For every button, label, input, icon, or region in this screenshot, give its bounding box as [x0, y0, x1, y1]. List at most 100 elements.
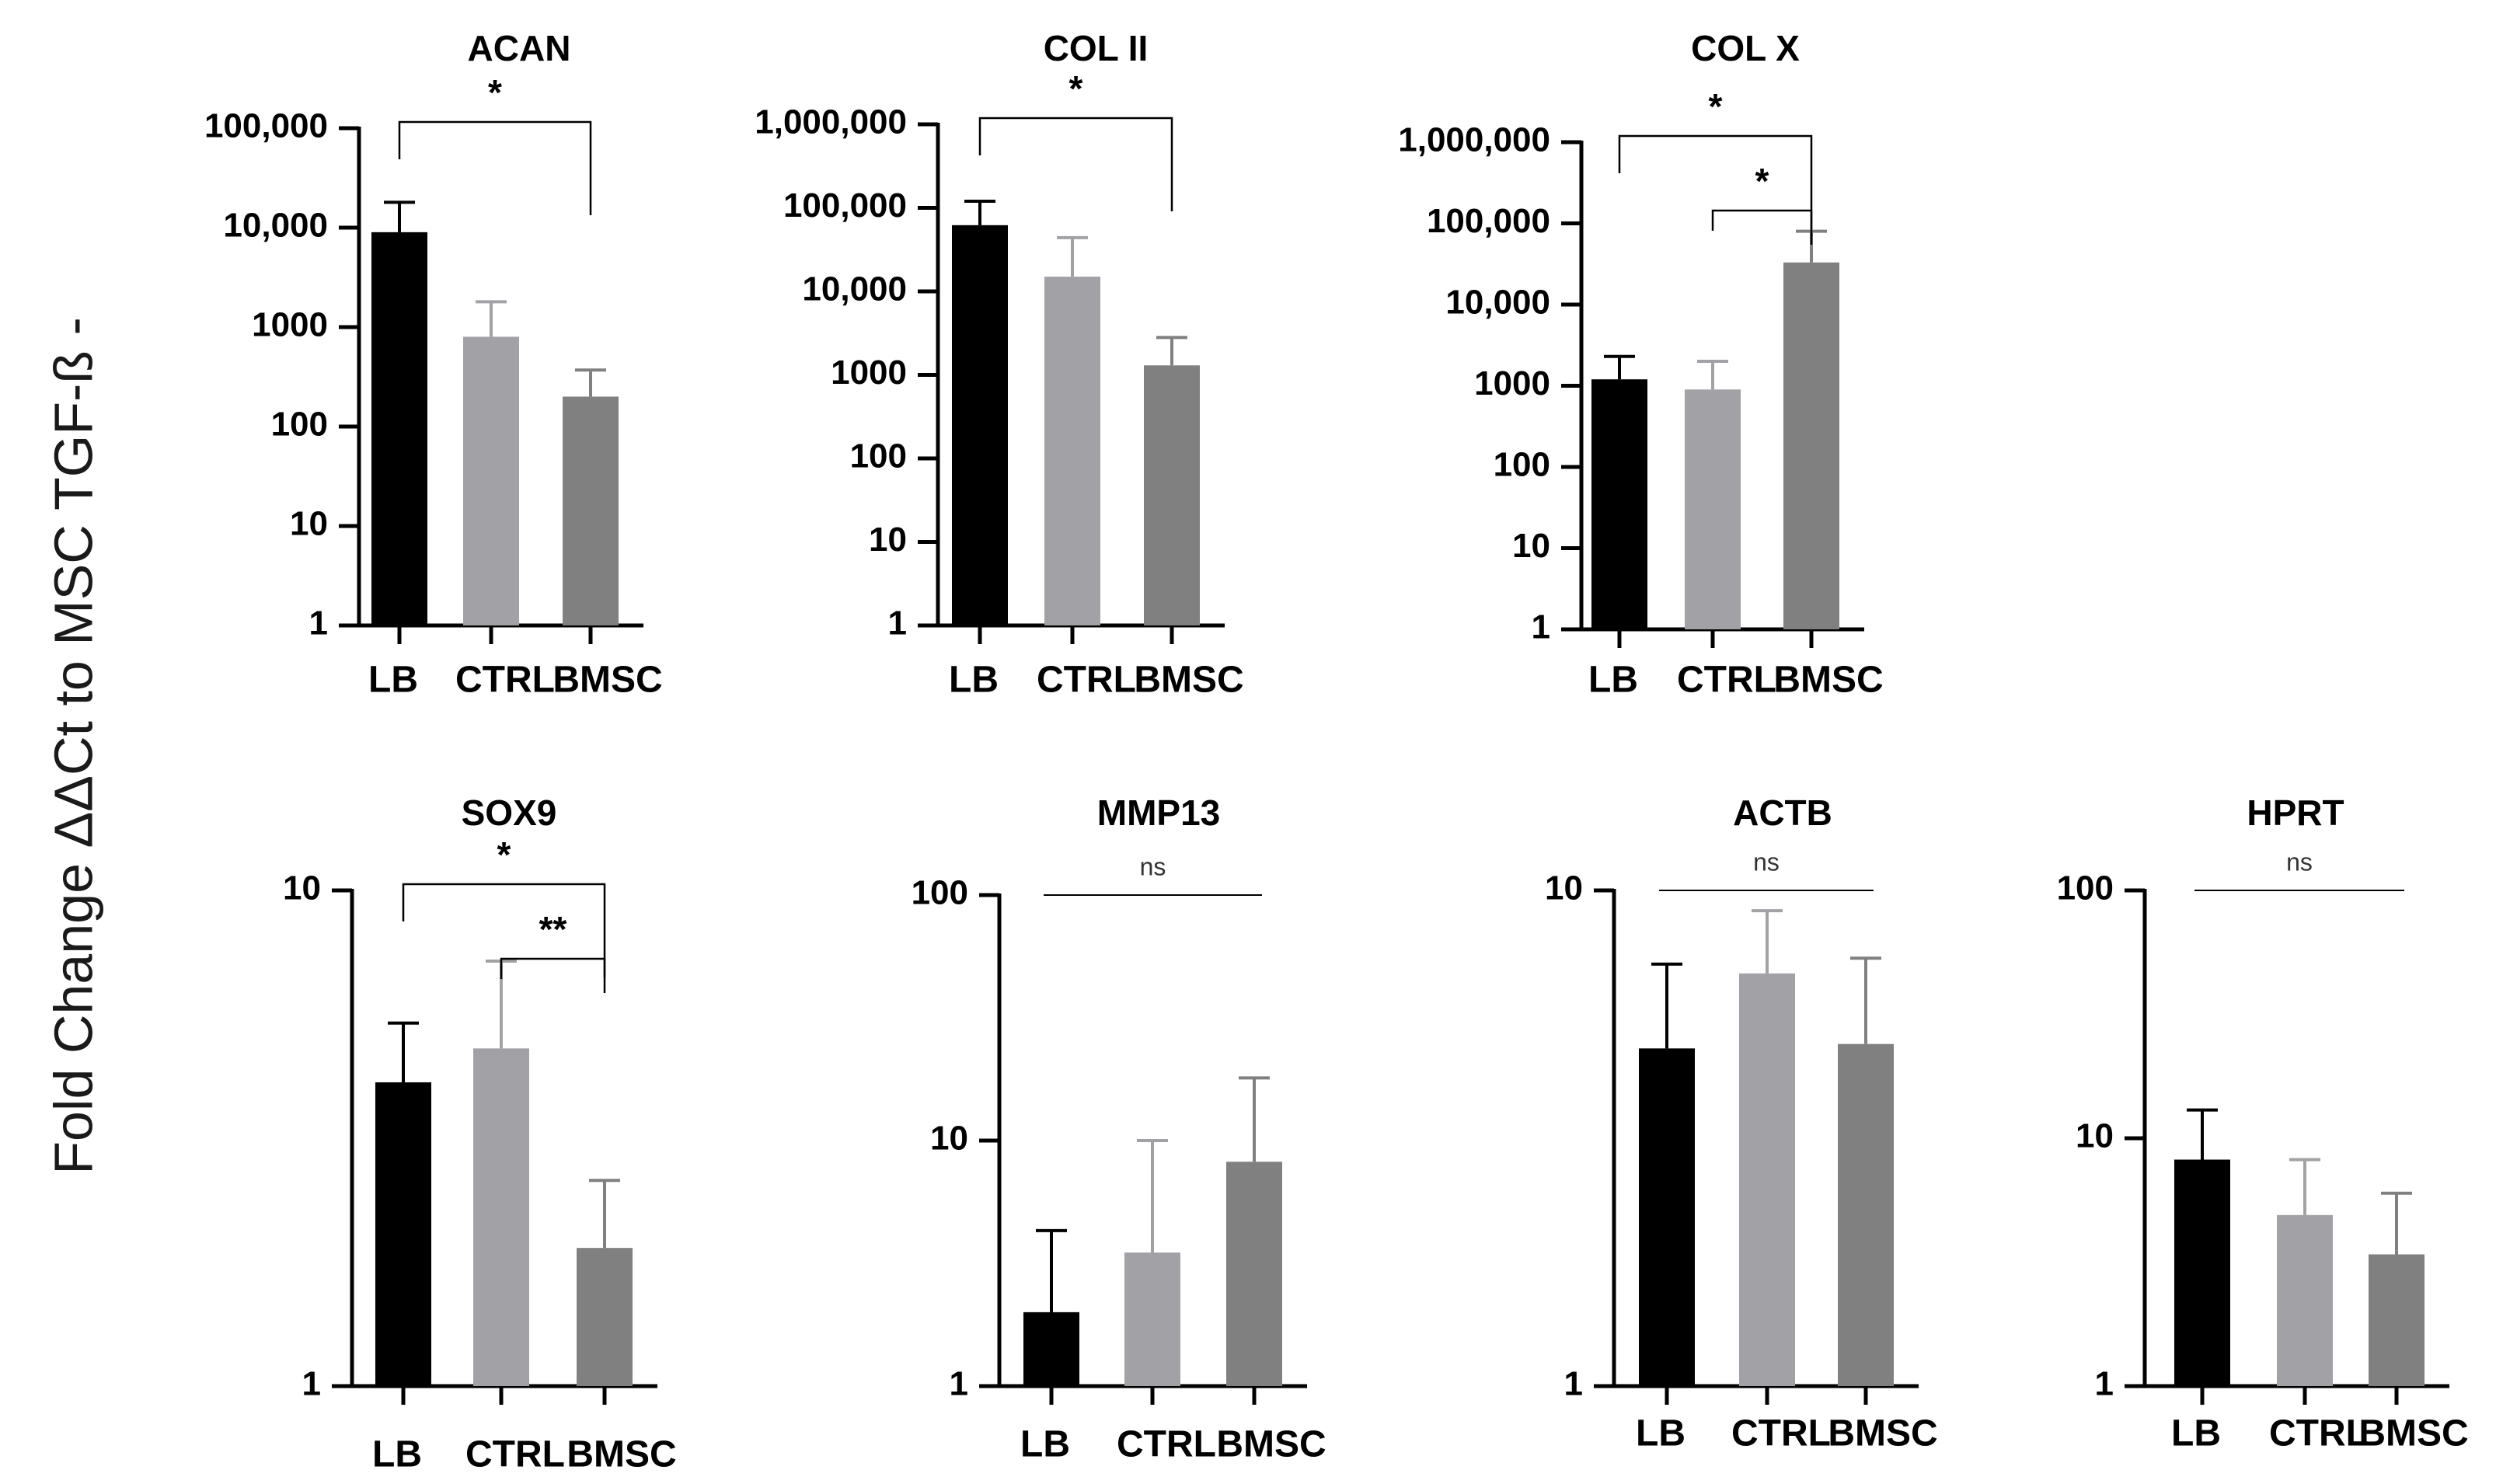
category-label-bmsc: BMSC — [553, 660, 662, 701]
significance-label: * — [488, 72, 502, 113]
y-tick-label: 1 — [2095, 1365, 2114, 1403]
bar-lb — [371, 232, 427, 625]
bar-lb — [952, 225, 1008, 626]
y-tick-label: 100,000 — [204, 107, 328, 145]
y-tick-label: 10 — [290, 505, 328, 543]
significance-bracket — [1711, 209, 1813, 245]
category-label-bmsc: BMSC — [2358, 1413, 2468, 1454]
bar-bmsc — [1783, 262, 1839, 629]
chart-title: ACTB — [1733, 793, 1832, 833]
chart-mmp13: MMP13 1 10 100 LB CTRL BMSC ns — [912, 793, 1326, 1465]
chart-col-x: COL X 1 10 100 1000 10,000 100,000 1,000,000 LB C… — [1398, 28, 1883, 701]
chart-title: ACAN — [468, 28, 571, 68]
bar-bmsc — [1144, 365, 1200, 625]
category-label-lb: LB — [368, 660, 418, 701]
bar-lb — [1639, 1048, 1695, 1386]
category-label-bmsc: BMSC — [1134, 660, 1243, 701]
category-label-lb: LB — [949, 660, 999, 701]
y-tick-label: 100 — [850, 437, 907, 476]
significance-label: * — [1069, 68, 1083, 109]
y-tick-label: 1,000,000 — [1398, 121, 1550, 159]
y-tick-label: 1000 — [1474, 364, 1550, 402]
chart-title: MMP13 — [1097, 793, 1220, 833]
bar-ctrl — [463, 336, 519, 625]
bar-bmsc — [1226, 1162, 1282, 1386]
y-tick-label: 1 — [888, 604, 907, 643]
y-tick-label: 100 — [1494, 446, 1550, 484]
category-label-ctrl: CTRL — [1117, 1424, 1216, 1465]
category-label-ctrl: CTRL — [1731, 1413, 1831, 1454]
y-tick-label: 10 — [1512, 527, 1550, 565]
bar-ctrl — [1685, 389, 1741, 629]
y-tick-label: 10 — [283, 869, 321, 907]
y-tick-label: 1000 — [831, 354, 907, 392]
category-label-ctrl: CTRL — [1037, 660, 1136, 701]
significance-label: * — [497, 834, 511, 875]
category-label-lb: LB — [1636, 1413, 1685, 1454]
chart-col-ii: COL II 1 10 100 1000 10,000 100,000 1,000,000 LB… — [755, 28, 1243, 701]
bar-lb — [2174, 1159, 2230, 1386]
category-label-bmsc: BMSC — [1773, 660, 1883, 701]
bar-ctrl — [2277, 1214, 2333, 1386]
significance-bracket — [1618, 134, 1813, 229]
bar-ctrl — [1124, 1252, 1180, 1386]
bar-bmsc — [563, 396, 619, 625]
y-tick-label: 100 — [912, 874, 968, 912]
y-tick-label: 100,000 — [1427, 202, 1550, 240]
bar-ctrl — [1044, 277, 1100, 625]
y-tick-label: 10 — [930, 1120, 968, 1158]
y-tick-label: 1 — [302, 1365, 321, 1403]
significance-label: * — [1755, 161, 1769, 201]
y-tick-label: 1 — [309, 604, 328, 643]
bar-ctrl — [473, 1048, 529, 1386]
chart-title: HPRT — [2247, 793, 2344, 833]
category-label-lb: LB — [372, 1434, 422, 1475]
significance-label: ns — [2286, 848, 2313, 876]
y-tick-label: 10 — [1545, 869, 1583, 907]
category-label-lb: LB — [2171, 1413, 2221, 1454]
category-label-bmsc: BMSC — [566, 1434, 676, 1475]
bar-ctrl — [1739, 973, 1795, 1386]
chart-title: COL II — [1044, 28, 1149, 68]
category-label-ctrl: CTRL — [455, 660, 555, 701]
chart-title: SOX9 — [462, 793, 557, 833]
category-label-ctrl: CTRL — [1677, 660, 1776, 701]
y-tick-label: 10,000 — [1445, 284, 1550, 322]
bar-bmsc — [2369, 1254, 2425, 1386]
category-label-bmsc: BMSC — [1828, 1413, 1937, 1454]
y-tick-label: 1 — [1532, 608, 1550, 646]
category-label-lb: LB — [1020, 1424, 1070, 1465]
bar-lb — [1023, 1312, 1079, 1386]
y-tick-label: 100,000 — [783, 186, 907, 225]
y-tick-label: 1000 — [252, 306, 328, 344]
y-tick-label: 100 — [2057, 869, 2114, 907]
significance-label: * — [1709, 86, 1723, 127]
significance-label: ns — [1753, 848, 1780, 876]
bar-bmsc — [577, 1248, 633, 1386]
significance-bracket — [398, 120, 592, 215]
significance-bracket — [500, 957, 606, 993]
y-tick-label: 10,000 — [223, 207, 328, 245]
bar-lb — [375, 1082, 431, 1386]
category-label-lb: LB — [1588, 660, 1638, 701]
significance-label: ** — [539, 909, 567, 949]
y-tick-label: 10 — [2076, 1117, 2114, 1155]
y-tick-label: 10 — [869, 521, 907, 559]
y-tick-label: 1,000,000 — [755, 103, 907, 141]
category-label-ctrl: CTRL — [465, 1434, 565, 1475]
y-tick-label: 10,000 — [802, 270, 907, 308]
significance-bracket — [978, 117, 1173, 211]
y-tick-label: 100 — [271, 406, 328, 444]
y-axis-label: Fold Change ΔΔCt to MSC TGF-ß - — [43, 317, 103, 1175]
chart-title: COL X — [1691, 28, 1800, 68]
bar-lb — [1591, 379, 1647, 629]
y-tick-label: 1 — [950, 1365, 968, 1403]
significance-label: ns — [1140, 852, 1166, 880]
category-label-bmsc: BMSC — [1216, 1424, 1326, 1465]
